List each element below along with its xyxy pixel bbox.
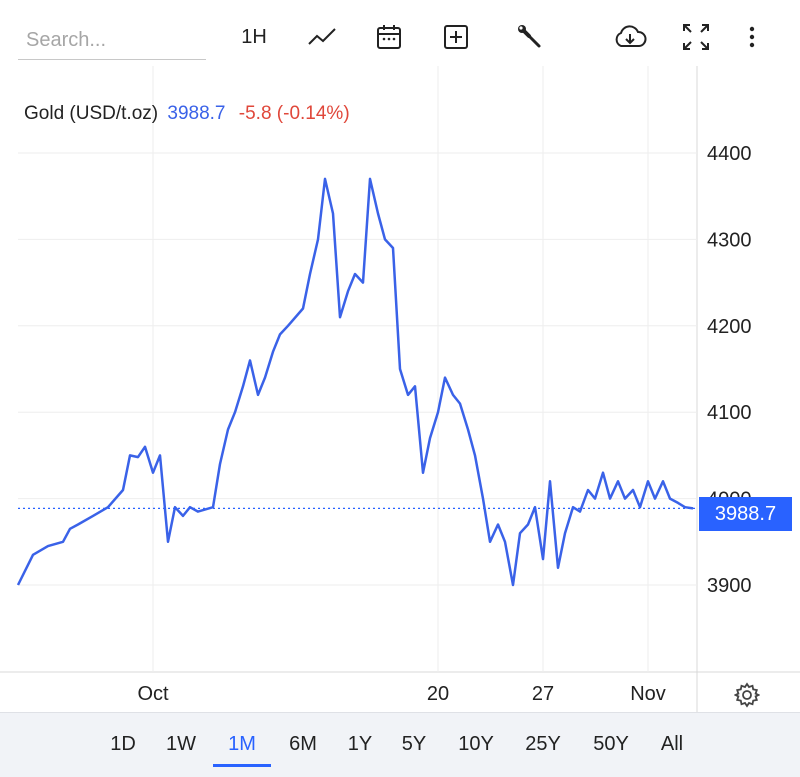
chart-legend: Gold (USD/t.oz) 3988.7 -5.8 (-0.14%) [24,103,350,125]
calendar-icon[interactable] [371,20,407,54]
range-1w-button[interactable]: 1W [166,733,196,755]
gold-price-line [16,177,694,587]
range-all-button[interactable]: All [660,733,684,755]
range-1m-button[interactable]: 1M [213,713,271,767]
range-selector: 1D 1W 1M 6M 1Y 5Y 10Y 25Y 50Y All [0,712,800,777]
legend-price: 3988.7 [167,103,226,124]
y-tick-label: 4400 [707,143,752,165]
range-6m-button[interactable]: 6M [289,733,317,755]
y-tick-label: 4200 [707,316,752,338]
y-tick-label: 4300 [707,229,752,251]
price-chart: 390040004100420043004400Oct2027Nov [0,66,800,712]
x-tick-label: 20 [427,683,449,705]
x-tick-label: Nov [630,683,666,705]
x-tick-label: Oct [137,683,169,705]
gear-icon[interactable] [732,680,762,710]
range-10y-button[interactable]: 10Y [458,733,494,755]
more-vertical-icon[interactable] [740,20,764,54]
legend-change: -5.8 (-0.14%) [238,103,350,124]
plus-square-icon[interactable] [438,20,474,54]
line-chart-icon[interactable] [304,20,340,54]
search-input[interactable] [18,22,206,60]
y-tick-label: 3900 [707,575,752,597]
y-tick-label: 4100 [707,402,752,424]
toolbar: 1H [0,0,800,66]
range-50y-button[interactable]: 50Y [593,733,629,755]
range-1y-button[interactable]: 1Y [347,733,373,755]
range-1d-button[interactable]: 1D [110,733,136,755]
legend-symbol-name: Gold (USD/t.oz) [24,103,159,124]
x-tick-label: 27 [532,683,554,705]
cloud-download-icon[interactable] [610,20,650,54]
wrench-icon[interactable] [512,20,548,54]
range-25y-button[interactable]: 25Y [525,733,561,755]
fullscreen-icon[interactable] [678,20,714,54]
range-5y-button[interactable]: 5Y [401,733,427,755]
interval-button[interactable]: 1H [232,20,276,54]
last-price-label: 3988.7 [699,497,792,531]
chart-area[interactable]: 390040004100420043004400Oct2027Nov [0,66,800,712]
